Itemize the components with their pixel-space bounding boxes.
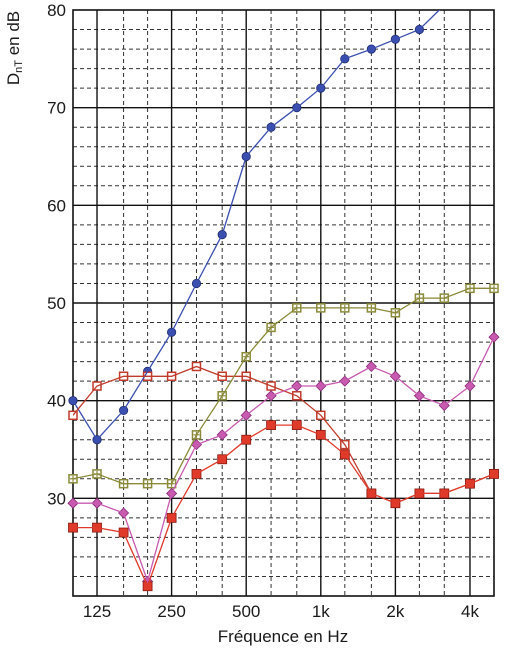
y-tick-label: 70 [47, 99, 66, 118]
plot-frame [72, 9, 495, 597]
y-tick-label: 50 [47, 294, 66, 313]
y-tick-label: 30 [47, 489, 66, 508]
series-line-4 [73, 336, 494, 584]
y-axis-label-main: D [4, 73, 23, 85]
tick-labels: 30 40 50 60 70 80 125 250 500 1k 2k 4k [47, 1, 479, 621]
series-line-5 [73, 424, 494, 588]
y-tick-label: 60 [47, 196, 66, 215]
x-tick-label: 4k [461, 602, 479, 621]
series-2-point [68, 410, 78, 421]
series-layer [67, 10, 500, 592]
x-tick-label: 2k [386, 602, 404, 621]
series-1-point [68, 396, 78, 406]
series-line-3 [73, 287, 494, 485]
series-4-point [488, 331, 500, 343]
y-tick-label: 80 [47, 1, 66, 20]
x-tick-label: 250 [157, 602, 185, 621]
x-tick-label: 125 [83, 602, 111, 621]
x-tick-label: 500 [232, 602, 260, 621]
series-line-1 [73, 10, 441, 441]
y-axis-label: DnT en dB [4, 11, 25, 85]
y-tick-label: 40 [47, 392, 66, 411]
x-tick-label: 1k [312, 602, 330, 621]
grid [72, 9, 495, 597]
y-axis-label-rest: en dB [4, 11, 23, 60]
x-axis-label: Fréquence en Hz [218, 627, 348, 646]
y-axis-label-sub: nT [13, 60, 25, 73]
